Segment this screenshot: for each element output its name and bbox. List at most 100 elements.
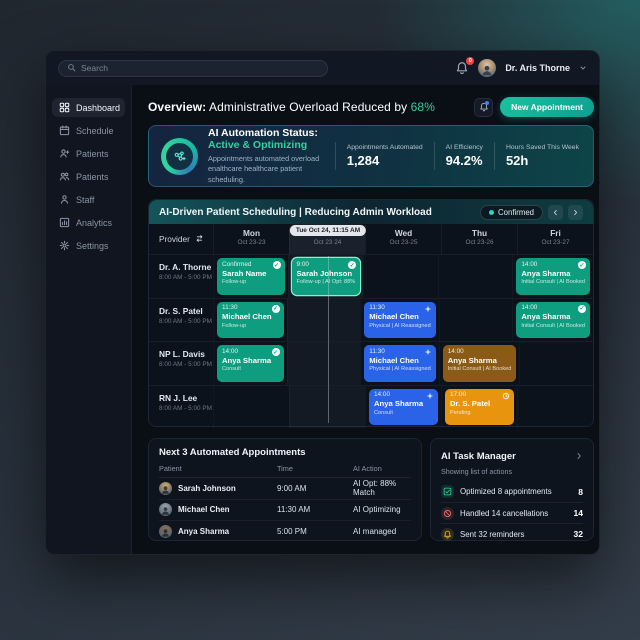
search-input[interactable] [58, 59, 328, 77]
sidebar-item-dashboard-0[interactable]: Dashboard [52, 98, 125, 117]
appointment-card-sarah-johnson[interactable]: 9:00 Sarah Johnson Follow-up | AI Opt: 88%… [291, 258, 361, 295]
day-name: Mon [242, 228, 261, 238]
sparkle-icon [424, 348, 432, 356]
task-list: Optimized 8 appointments 8 Handled 14 canc… [441, 481, 583, 544]
patients-icon [59, 171, 70, 182]
provider-hours: 8:00 AM - 5:00 PM [159, 317, 212, 325]
appointment-card-anya-sharma[interactable]: 14:00 Anya Sharma Initial Consult | AI Boo… [516, 301, 590, 338]
schedule-header: AI-Driven Patient Scheduling | Reducing … [149, 200, 593, 224]
user-avatar[interactable] [478, 59, 497, 77]
calendar-icon [59, 125, 70, 136]
day-range: Oct 23-23 [237, 239, 266, 246]
schedule-slot: 14:00 Anya Sharma Initial Consult | AI Boo… [512, 255, 593, 298]
task-item-sent-32-reminders[interactable]: Sent 32 reminders 32 [441, 523, 583, 544]
appointment-list-row-anya-sharma[interactable]: Anya Sharma 5:00 PM AI managed [159, 521, 411, 543]
ai-action: AI Opt: 88% Match [353, 479, 397, 498]
current-time-line [328, 256, 329, 423]
ai-action: AI Optimizing [353, 505, 401, 515]
patient-cell: Michael Chen [159, 503, 277, 517]
schedule-panel: AI-Driven Patient Scheduling | Reducing … [148, 199, 594, 427]
chevron-down-icon[interactable] [579, 59, 587, 77]
appointment-time: 17:00 [450, 391, 466, 398]
appointment-card-michael-chen[interactable]: 11:30 Michael Chen Follow-up ✓ [217, 301, 284, 338]
user-name[interactable]: Dr. Aris Thorne [505, 63, 570, 73]
stat-value: 1,284 [346, 153, 380, 168]
appointment-card-anya-sharma[interactable]: 14:00 Anya Sharma Initial Consult | AI Boo… [442, 345, 517, 382]
day-header-thu[interactable]: Thu Oct 23-26 [441, 224, 517, 254]
new-appointment-button[interactable]: New Appointment [500, 97, 594, 117]
sidebar-item-label: Analytics [76, 217, 113, 228]
day-header-wed[interactable]: Wed Oct 23-25 [365, 224, 441, 254]
appointment-card-dr-s-patel[interactable]: 17:00 Dr. S. Patel Pending [445, 388, 514, 425]
sidebar-item-schedule-1[interactable]: Schedule [52, 121, 125, 140]
appointment-time: 14:00 [447, 347, 464, 355]
day-range: Oct 23-25 [389, 239, 418, 246]
appointment-time: 5:00 PM [277, 527, 307, 537]
patient-add-icon [59, 148, 70, 159]
sidebar-item-staff-4[interactable]: Staff [52, 190, 125, 209]
prev-week-button[interactable] [548, 204, 563, 220]
provider-row-dr-s-patel: Dr. S. Patel 8:00 AM - 5:00 PM 11:30 Michae… [149, 297, 593, 342]
task-item-handled-14-cancellations[interactable]: Handled 14 cancellations 14 [441, 502, 583, 523]
appointment-card-anya-sharma[interactable]: 14:00 Anya Sharma Consult ✓ [217, 345, 284, 382]
task-count: 32 [573, 529, 583, 539]
schedule-slot: Confirmed Sarah Name Follow-up ✓ [213, 255, 288, 298]
title-highlight: 68% [410, 100, 435, 114]
provider-hours: 8:00 AM - 5:00 PM [159, 361, 212, 368]
appointment-patient: Anya Sharma [521, 268, 571, 278]
day-name: Wed [394, 228, 413, 238]
task-label: Optimized 8 appointments [460, 487, 552, 496]
sort-swap-icon[interactable] [195, 234, 204, 245]
day-header-mon[interactable]: Mon Oct 23-23 [213, 224, 289, 254]
confirmed-filter-badge[interactable]: Confirmed [480, 204, 543, 220]
appointment-card-michael-chen[interactable]: 11:30 Michael Chen Physical | AI Reassigne… [364, 345, 436, 382]
appointment-time: 11:30 [222, 304, 238, 311]
appointment-patient: Sarah Name [222, 268, 267, 278]
appointments-table-header: Patient Time AI Action [159, 464, 411, 478]
header-bell-button[interactable] [474, 97, 494, 117]
gear-icon [59, 240, 70, 251]
sidebar-item-patients-3[interactable]: Patients [52, 167, 125, 186]
sidebar-item-patients-2[interactable]: Patients [52, 144, 125, 163]
appointment-list-row-sarah-johnson[interactable]: Sarah Johnson 9:00 AM AI Opt: 88% Match [159, 478, 411, 500]
sidebar-nav: Dashboard Schedule Patients Patients Staff An… [46, 85, 131, 554]
day-header-fri[interactable]: Fri Oct 23-27 [517, 224, 593, 254]
schedule-slot [363, 255, 438, 298]
appointment-card-michael-chen[interactable]: 11:30 Michael Chen Physical | AI Reassigne… [364, 301, 436, 338]
day-range: Oct 23-27 [541, 239, 570, 246]
schedule-slot [213, 386, 289, 429]
task-manager-expand-icon[interactable] [575, 447, 583, 465]
appointment-card-anya-sharma[interactable]: 14:00 Anya Sharma Initial Consult | AI Boo… [516, 258, 590, 295]
notifications-bell-icon[interactable]: 0 [455, 57, 475, 75]
schedule-slot [287, 342, 361, 385]
ai-task-manager-card: AI Task Manager Showing list of actions … [430, 438, 594, 541]
appointment-time: 14:00 [222, 347, 238, 355]
sidebar-item-label: Dashboard [76, 102, 121, 113]
sidebar-item-analytics-5[interactable]: Analytics [52, 213, 125, 232]
sidebar-item-label: Schedule [76, 125, 114, 136]
next-appointments-card: Next 3 Automated Appointments Patient Tim… [148, 438, 422, 541]
automation-donut [161, 137, 198, 175]
analytics-icon [59, 217, 70, 228]
automation-stats: Appointments Automated 1,284 AI Efficiency… [334, 142, 581, 170]
appointment-list-row-michael-chen[interactable]: Michael Chen 11:30 AM AI Optimizing [159, 500, 411, 521]
stat-value: 94.2% [445, 153, 483, 168]
appointment-card-anya-sharma[interactable]: 14:00 Anya Sharma Consult [369, 388, 438, 425]
schedule-title: AI-Driven Patient Scheduling | Reducing … [159, 206, 432, 218]
provider-column-header[interactable]: Provider [149, 224, 213, 254]
provider-row-rn-j-lee: RN J. Lee 8:00 AM - 5:00 PM 14:00 Anya Shar… [149, 384, 593, 429]
provider-info: Dr. A. Thorne 8:00 AM - 5:00 PM [149, 255, 213, 298]
patient-cell: Sarah Johnson [159, 481, 277, 495]
sidebar-item-settings-6[interactable]: Settings [52, 236, 125, 255]
patient-cell: Anya Sharma [159, 525, 277, 539]
schedule-slot [438, 255, 513, 298]
task-item-optimized-8-appointments[interactable]: Optimized 8 appointments 8 [441, 481, 583, 502]
provider-row-dr-a-thorne: Dr. A. Thorne 8:00 AM - 5:00 PM Confirmed S… [149, 254, 593, 298]
task-count: 8 [578, 486, 583, 497]
appointment-detail: Follow-up [222, 322, 247, 329]
patient-name: Michael Chen [178, 505, 230, 515]
check-icon: ✓ [271, 348, 280, 356]
next-week-button[interactable] [568, 204, 583, 220]
appointment-card-sarah-name[interactable]: Confirmed Sarah Name Follow-up ✓ [217, 258, 285, 295]
search-field[interactable] [81, 63, 319, 73]
